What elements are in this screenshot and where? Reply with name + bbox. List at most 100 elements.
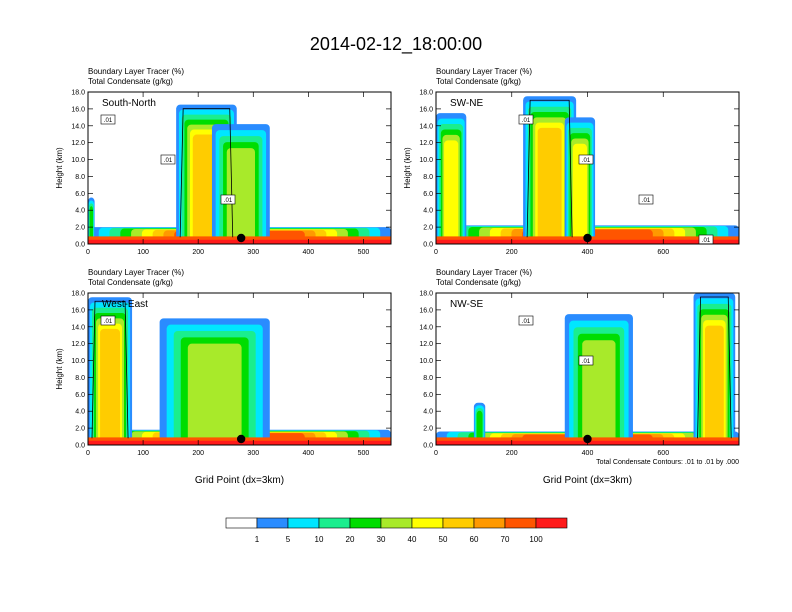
surface-band <box>88 440 391 445</box>
contour-label-box <box>100 315 116 326</box>
y-tick-label: 8.0 <box>75 174 85 181</box>
y-tick-label: 2.0 <box>75 225 85 232</box>
y-tick-label: 14.0 <box>71 324 85 331</box>
contour-label: .01 <box>578 355 594 366</box>
y-tick-label: 18.0 <box>71 90 85 97</box>
contour-label-box <box>518 114 534 125</box>
location-marker <box>236 233 246 243</box>
contour-label: .01 <box>698 234 714 244</box>
y-tick-label: 18.0 <box>419 291 433 298</box>
panel-sw-ne: Boundary Layer Tracer (%)Total Condensat… <box>403 67 740 256</box>
y-axis-label: Height (km) <box>403 147 412 189</box>
tracer-band <box>476 410 483 445</box>
colorbar-label: 1 <box>255 535 260 544</box>
colorbar-swatch <box>225 517 258 529</box>
y-tick-label: 0.0 <box>423 242 433 249</box>
y-tick-label: 10.0 <box>419 157 433 164</box>
contour-label: .01 <box>518 315 534 326</box>
y-axis-label: Height (km) <box>55 147 64 189</box>
x-axis-label: Grid Point (dx=3km) <box>195 475 284 486</box>
tracer-band <box>100 328 120 445</box>
y-tick-label: 18.0 <box>419 90 433 97</box>
colorbar-label: 100 <box>529 535 543 544</box>
contour-label: .01 <box>220 194 236 205</box>
colorbar-swatch <box>535 517 568 529</box>
y-tick-label: 16.0 <box>71 307 85 314</box>
y-tick-label: 6.0 <box>423 392 433 399</box>
plot-frame <box>87 91 392 245</box>
y-tick-label: 18.0 <box>71 291 85 298</box>
x-tick-label: 200 <box>192 450 204 457</box>
y-tick-label: 10.0 <box>71 157 85 164</box>
x-tick-label: 300 <box>247 450 259 457</box>
contour-label-box <box>518 315 534 326</box>
x-tick-label: 600 <box>657 450 669 457</box>
x-tick-label: 500 <box>358 450 370 457</box>
y-tick-label: 0.0 <box>75 242 85 249</box>
y-tick-label: 2.0 <box>75 426 85 433</box>
y-tick-label: 12.0 <box>71 140 85 147</box>
colorbar-swatch <box>256 517 289 529</box>
colorbar-label: 50 <box>439 535 448 544</box>
colorbar-label: 40 <box>408 535 417 544</box>
y-tick-label: 4.0 <box>423 208 433 215</box>
plot-area: .01 .01 .01 .01 <box>436 92 739 244</box>
y-tick-label: 10.0 <box>419 358 433 365</box>
field-label: Boundary Layer Tracer (%) <box>436 268 532 277</box>
tracer-band <box>582 340 616 445</box>
contour-field-label: Total Condensate (g/kg) <box>88 77 173 86</box>
tracer-band <box>704 325 724 445</box>
colorbar-label: 10 <box>315 535 324 544</box>
plot-area: .01 .01 <box>436 293 739 445</box>
location-marker <box>583 233 592 243</box>
contour-label: .01 <box>518 114 534 125</box>
y-tick-label: 12.0 <box>71 341 85 348</box>
colorbar-label: 70 <box>501 535 510 544</box>
contour-label-box <box>578 355 594 366</box>
colorbar-label: 30 <box>377 535 386 544</box>
y-tick-label: 8.0 <box>423 174 433 181</box>
panel-west-east: Boundary Layer Tracer (%)Total Condensat… <box>55 268 392 486</box>
surface-band <box>88 239 391 244</box>
x-axis-label: Grid Point (dx=3km) <box>543 475 632 486</box>
tracer-band <box>187 343 242 445</box>
x-tick-label: 100 <box>137 450 149 457</box>
figure-title: 2014-02-12_18:00:00 <box>310 34 482 55</box>
x-tick-label: 400 <box>582 249 594 256</box>
contour-label: .01 <box>578 154 594 165</box>
colorbar-label: 60 <box>470 535 479 544</box>
contour-label: .01 <box>100 114 116 125</box>
tracer-band <box>89 206 94 244</box>
x-tick-label: 200 <box>506 450 518 457</box>
contour-label-text: .01 <box>582 158 591 164</box>
colorbar-swatch <box>473 517 506 529</box>
condensate-contour <box>91 300 129 439</box>
panel-label: SW-NE <box>450 98 483 109</box>
y-tick-label: 2.0 <box>423 225 433 232</box>
contour-label-box <box>100 114 116 125</box>
y-tick-label: 4.0 <box>75 208 85 215</box>
colorbar-swatch <box>442 517 475 529</box>
contour-label-box <box>160 154 176 165</box>
x-tick-label: 0 <box>434 450 438 457</box>
y-tick-label: 16.0 <box>419 307 433 314</box>
contour-label-text: .01 <box>522 118 531 124</box>
x-tick-label: 500 <box>358 249 370 256</box>
contour-label-box <box>698 234 714 244</box>
condensate-contour <box>697 296 732 439</box>
y-tick-label: 14.0 <box>419 324 433 331</box>
y-tick-label: 0.0 <box>75 443 85 450</box>
contour-label: .01 <box>638 194 654 205</box>
tracer-band <box>537 127 562 244</box>
y-tick-label: 6.0 <box>75 191 85 198</box>
colorbar-swatch <box>318 517 351 529</box>
y-tick-label: 16.0 <box>419 106 433 113</box>
y-tick-label: 12.0 <box>419 341 433 348</box>
colorbar-swatch <box>504 517 537 529</box>
field-label: Boundary Layer Tracer (%) <box>88 67 184 76</box>
contour-label-text: .01 <box>582 359 591 365</box>
contour-label-box <box>578 154 594 165</box>
plot-area: .01 .01 .01 <box>88 92 391 244</box>
contour-label: .01 <box>100 315 116 326</box>
